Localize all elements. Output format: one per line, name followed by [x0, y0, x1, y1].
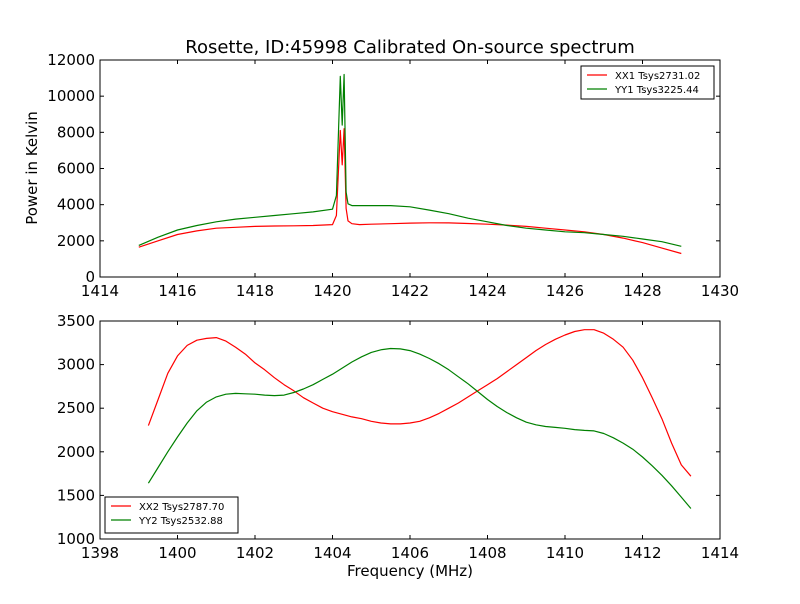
- bottom-y-tick-label: 2500: [57, 399, 95, 417]
- bottom-legend: XX2 Tsys2787.70 YY2 Tsys2532.88: [104, 496, 239, 534]
- top-y-tick-label: 0: [85, 268, 95, 286]
- bottom-y-tick-label: 2000: [57, 443, 95, 461]
- top-y-tick-label: 10000: [47, 87, 95, 105]
- top-x-tick-label: 1422: [391, 282, 429, 300]
- bottom-x-tick-label: 1406: [391, 544, 429, 562]
- top-legend-label: YY1 Tsys3225.44: [614, 85, 699, 96]
- bottom-x-tick-label: 1414: [701, 544, 739, 562]
- top-x-tick-label: 1420: [313, 282, 351, 300]
- top-series-line-2: [138, 73, 682, 247]
- bottom-x-tick-label: 1404: [313, 544, 351, 562]
- top-y-tick-label: 8000: [57, 123, 95, 141]
- top-y-axis-label: Power in Kelvin: [23, 111, 41, 225]
- top-x-tick-label: 1424: [468, 282, 506, 300]
- bottom-y-tick-label: 1000: [57, 530, 95, 548]
- bottom-x-tick-label: 1402: [236, 544, 274, 562]
- top-x-tick-label: 1418: [236, 282, 274, 300]
- bottom-x-tick-label: 1400: [158, 544, 196, 562]
- top-series-line-1: [138, 128, 682, 255]
- bottom-y-tick-label: 1500: [57, 486, 95, 504]
- top-x-tick-label: 1430: [701, 282, 739, 300]
- top-plot-area: 1414 1416 1418 1420 1422 1424 1426 1428 1430 0 200…: [47, 51, 739, 300]
- top-y-tick-label: 2000: [57, 232, 95, 250]
- x-axis-label: Frequency (MHz): [347, 562, 473, 580]
- bottom-x-tick-label: 1398: [81, 544, 119, 562]
- top-x-tick-label: 1416: [158, 282, 196, 300]
- top-legend-box: [580, 65, 715, 100]
- chart-title: Rosette, ID:45998 Calibrated On-source s…: [185, 37, 635, 58]
- bottom-legend-label: XX2 Tsys2787.70: [139, 502, 224, 513]
- top-y-tick-label: 12000: [47, 51, 95, 69]
- bottom-x-tick-label: 1408: [468, 544, 506, 562]
- bottom-y-tick-label: 3500: [57, 312, 95, 330]
- top-x-tick-label: 1414: [81, 282, 119, 300]
- bottom-x-tick-label: 1410: [546, 544, 584, 562]
- bottom-series-line-2: [147, 347, 692, 509]
- top-x-tick-label: 1428: [623, 282, 661, 300]
- bottom-x-tick-label: 1412: [623, 544, 661, 562]
- bottom-plot-area: 1398 1400 1402 1404 1406 1408 1410 1412 1414 1000…: [57, 312, 739, 562]
- top-y-tick-label: 6000: [57, 160, 95, 178]
- bottom-legend-box: [104, 496, 239, 534]
- top-y-tick-label: 4000: [57, 196, 95, 214]
- bottom-series-line-1: [147, 329, 692, 477]
- top-legend: XX1 Tsys2731.02 YY1 Tsys3225.44: [580, 65, 715, 100]
- bottom-y-tick-label: 3000: [57, 356, 95, 374]
- bottom-legend-label: YY2 Tsys2532.88: [138, 516, 223, 527]
- top-legend-label: XX1 Tsys2731.02: [615, 71, 700, 82]
- top-x-tick-label: 1426: [546, 282, 584, 300]
